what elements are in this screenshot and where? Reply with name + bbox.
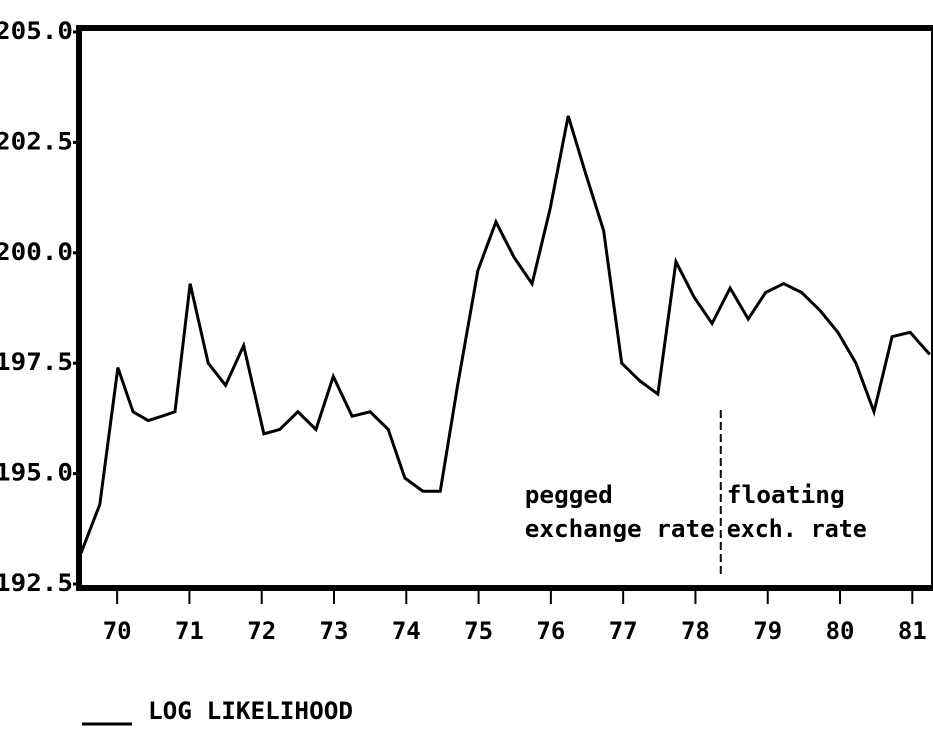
annotation: pegged (525, 481, 613, 509)
annotation: floating (727, 481, 845, 509)
y-tick-label: 197.5 (0, 348, 73, 376)
x-tick-label: 78 (681, 617, 710, 645)
y-tick-label: 192.5 (0, 569, 73, 597)
x-tick-label: 75 (464, 617, 493, 645)
x-tick-label: 73 (320, 617, 349, 645)
x-tick-label: 72 (247, 617, 276, 645)
legend-label: LOG LIKELIHOOD (148, 697, 353, 725)
x-tick-label: 76 (536, 617, 565, 645)
x-tick-label: 71 (175, 617, 204, 645)
y-tick-label: 195.0 (0, 459, 73, 487)
annotation: exch. rate (727, 515, 867, 543)
y-tick-label: 200.0 (0, 238, 73, 266)
x-tick-label: 80 (826, 617, 855, 645)
annotation: exchange rate (525, 515, 715, 543)
x-tick-label: 77 (609, 617, 638, 645)
x-tick-label: 79 (753, 617, 782, 645)
x-tick-label: 74 (392, 617, 421, 645)
x-tick-label: 81 (898, 617, 927, 645)
x-tick-label: 70 (103, 617, 132, 645)
y-tick-label: 205.0 (0, 17, 73, 45)
plot-frame (76, 25, 933, 591)
data-line (79, 115, 931, 554)
y-tick-label: 202.5 (0, 127, 73, 155)
